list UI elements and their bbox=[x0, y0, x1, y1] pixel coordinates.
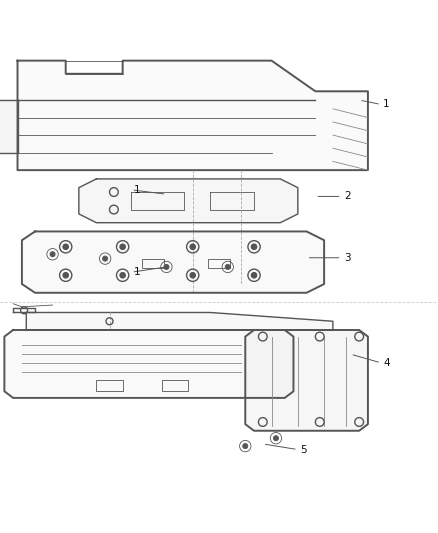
Circle shape bbox=[251, 244, 257, 249]
Polygon shape bbox=[18, 61, 368, 170]
Text: 1: 1 bbox=[134, 185, 140, 195]
Polygon shape bbox=[245, 330, 368, 431]
Polygon shape bbox=[22, 231, 324, 293]
Bar bbox=[162, 381, 188, 391]
Bar bbox=[208, 259, 230, 268]
Text: 1: 1 bbox=[134, 267, 140, 277]
Bar bbox=[142, 259, 164, 268]
Circle shape bbox=[251, 273, 257, 278]
Bar bbox=[96, 381, 123, 391]
Text: 5: 5 bbox=[300, 445, 307, 455]
Polygon shape bbox=[0, 100, 18, 152]
Circle shape bbox=[120, 273, 125, 278]
Text: 2: 2 bbox=[344, 191, 350, 201]
Circle shape bbox=[63, 273, 68, 278]
Circle shape bbox=[102, 256, 108, 261]
Circle shape bbox=[190, 244, 195, 249]
Circle shape bbox=[63, 244, 68, 249]
Text: 1: 1 bbox=[383, 100, 390, 109]
Circle shape bbox=[190, 273, 195, 278]
Circle shape bbox=[225, 264, 230, 270]
Circle shape bbox=[120, 244, 125, 249]
Circle shape bbox=[273, 435, 279, 441]
Polygon shape bbox=[26, 312, 333, 330]
Circle shape bbox=[164, 264, 169, 270]
Polygon shape bbox=[79, 179, 298, 223]
Circle shape bbox=[243, 443, 248, 449]
Text: 3: 3 bbox=[344, 253, 350, 263]
Text: 4: 4 bbox=[383, 358, 390, 368]
Polygon shape bbox=[4, 330, 293, 398]
Circle shape bbox=[50, 252, 55, 257]
